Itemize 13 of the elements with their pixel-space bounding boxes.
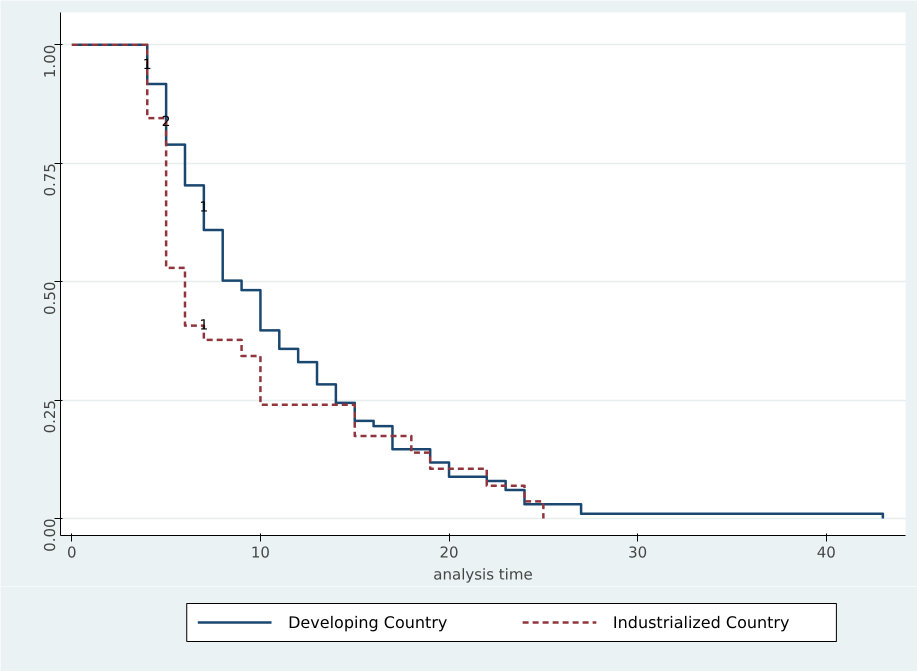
legend-label: Industrialized Country	[612, 613, 790, 632]
x-tick-label: 0	[67, 544, 77, 562]
y-tick-label: 0.00	[41, 518, 59, 552]
y-tick-label: 1.00	[41, 44, 59, 78]
y-tick-label: 0.50	[41, 282, 59, 315]
x-tick-label: 30	[628, 544, 648, 562]
y-tick-label: 0.75	[41, 163, 59, 197]
y-tick-label: 0.25	[41, 400, 59, 434]
x-tick-label: 20	[440, 544, 459, 562]
x-axis-title: analysis time	[433, 566, 533, 584]
x-tick-label: 10	[250, 544, 270, 562]
legend-label: Developing Country	[288, 613, 448, 632]
x-tick-label: 40	[816, 544, 836, 562]
